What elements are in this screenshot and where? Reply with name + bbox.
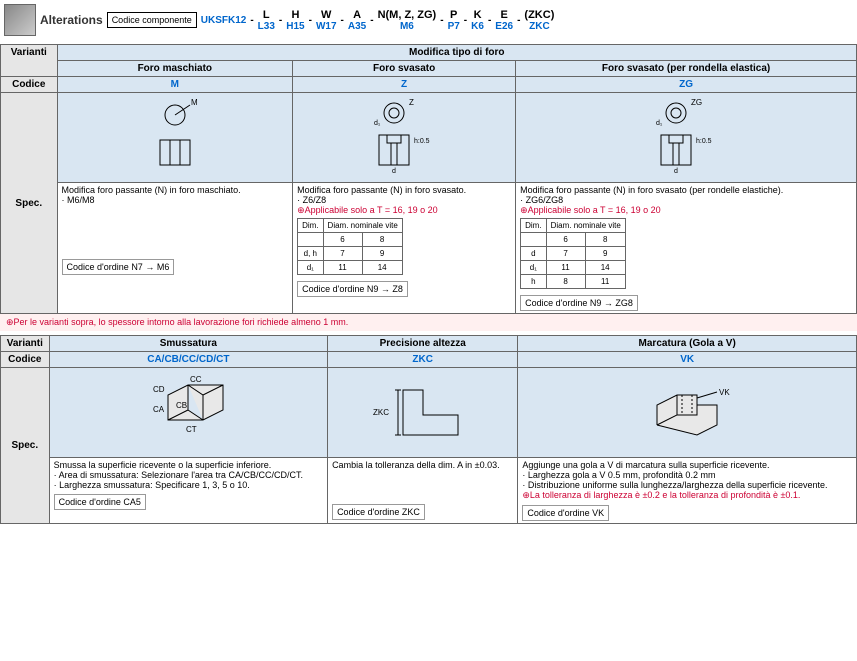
svg-text:CB: CB bbox=[176, 401, 187, 410]
svg-text:h:0.5: h:0.5 bbox=[414, 138, 430, 145]
spec-cell: Cambia la tolleranza della dim. A in ±0.… bbox=[328, 458, 518, 524]
col-header: Marcatura (Gola a V) bbox=[518, 336, 857, 352]
spec-line: · Distribuzione uniforme sulla lunghezza… bbox=[522, 480, 852, 490]
alterations-label: Alterations bbox=[40, 13, 103, 27]
order-code: Codice d'ordine N9 → Z8 bbox=[297, 281, 408, 297]
spec-cell: Modifica foro passante (N) in foro svasa… bbox=[293, 183, 516, 314]
code-cell: ZKC bbox=[328, 352, 518, 368]
code-cell: VK bbox=[518, 352, 857, 368]
order-code: Codice d'ordine N9 → ZG8 bbox=[520, 295, 638, 311]
spec-line: · Larghezza smussatura: Specificare 1, 3… bbox=[54, 480, 323, 490]
code-cell: Z bbox=[293, 77, 516, 93]
code-cell: M bbox=[57, 77, 293, 93]
spec-text: Modifica foro passante (N) in foro masch… bbox=[62, 185, 289, 195]
spec-detail: · M6/M8 bbox=[62, 195, 289, 205]
svg-text:d₁: d₁ bbox=[374, 120, 381, 127]
spec-header: Spec. bbox=[1, 93, 58, 314]
svg-text:d₁: d₁ bbox=[656, 120, 663, 127]
spec-cell: Aggiunge una gola a V di marcatura sulla… bbox=[518, 458, 857, 524]
param-group: HH15 bbox=[286, 9, 304, 32]
svg-text:VK: VK bbox=[719, 388, 730, 397]
order-code: Codice d'ordine ZKC bbox=[332, 504, 425, 520]
param-group: (ZKC)ZKC bbox=[524, 9, 554, 32]
svg-text:CT: CT bbox=[186, 425, 197, 434]
col-header: Foro maschiato bbox=[57, 61, 293, 77]
spec-text: Smussa la superficie ricevente o la supe… bbox=[54, 460, 323, 470]
diagram-zkc-icon: ZKC bbox=[363, 370, 483, 450]
svg-text:ZKC: ZKC bbox=[373, 408, 389, 417]
note-row: ⊕Per le varianti sopra, lo spessore into… bbox=[0, 314, 857, 331]
logo-icon bbox=[4, 4, 36, 36]
section2-table: Varianti Smussatura Precisione altezza M… bbox=[0, 335, 857, 524]
svg-text:CA: CA bbox=[153, 405, 165, 414]
diagram-cell: VK bbox=[518, 368, 857, 458]
col-header: Foro svasato (per rondella elastica) bbox=[516, 61, 857, 77]
col-header: Precisione altezza bbox=[328, 336, 518, 352]
spec-line: · Area di smussatura: Selezionare l'area… bbox=[54, 470, 323, 480]
diagram-zg-icon: ZG d₁ h:0.5 d bbox=[641, 95, 731, 175]
svg-text:Z: Z bbox=[409, 98, 414, 107]
diagram-z-icon: Zd₁ h:0.5 d bbox=[359, 95, 449, 175]
svg-text:d: d bbox=[392, 168, 396, 175]
col-header: Smussatura bbox=[49, 336, 327, 352]
param-group: EE26 bbox=[495, 9, 513, 32]
spec-cell: Modifica foro passante (N) in foro svasa… bbox=[516, 183, 857, 314]
col-header: Foro svasato bbox=[293, 61, 516, 77]
spec-detail: · ZG6/ZG8 bbox=[520, 195, 852, 205]
warn-text: ⊕La tolleranza di larghezza è ±0.2 e la … bbox=[522, 490, 852, 501]
code-cell: ZG bbox=[516, 77, 857, 93]
param-group: N(M, Z, ZG)M6 bbox=[378, 9, 437, 32]
svg-text:CC: CC bbox=[190, 375, 202, 384]
codice-header: Codice bbox=[1, 77, 58, 93]
code-component-box: Codice componente bbox=[107, 12, 197, 28]
diagram-cell: M bbox=[57, 93, 293, 183]
mini-table: Dim.Diam. nominale vite68d79d₁1114h811 bbox=[520, 218, 626, 289]
param-group: WW17 bbox=[316, 9, 337, 32]
param-group: LL33 bbox=[258, 9, 275, 32]
spec-header: Spec. bbox=[1, 368, 50, 524]
param-group: AA35 bbox=[348, 9, 366, 32]
order-code: Codice d'ordine VK bbox=[522, 505, 609, 521]
spec-text: Modifica foro passante (N) in foro svasa… bbox=[520, 185, 852, 195]
svg-text:CD: CD bbox=[153, 385, 165, 394]
alterations-bar: Alterations Codice componente UKSFK12-LL… bbox=[0, 0, 857, 40]
diagram-chamfer-icon: CD CC CA CB CT bbox=[128, 370, 248, 450]
codice-header: Codice bbox=[1, 352, 50, 368]
spec-text: Aggiunge una gola a V di marcatura sulla… bbox=[522, 460, 852, 470]
spec-line: · Larghezza gola a V 0.5 mm, profondità … bbox=[522, 470, 852, 480]
warn-text: ⊕Applicabile solo a T = 16, 19 o 20 bbox=[297, 205, 511, 216]
diagram-cell: CD CC CA CB CT bbox=[49, 368, 327, 458]
diagram-cell: Zd₁ h:0.5 d bbox=[293, 93, 516, 183]
mini-table: Dim.Diam. nominale vite68d, h79d₁1114 bbox=[297, 218, 403, 275]
spec-cell: Modifica foro passante (N) in foro masch… bbox=[57, 183, 293, 314]
varianti-header: Varianti bbox=[1, 45, 58, 77]
param-group: KK6 bbox=[471, 9, 484, 32]
param-group: UKSFK12 bbox=[201, 15, 247, 26]
param-group: PP7 bbox=[448, 9, 460, 32]
svg-text:h:0.5: h:0.5 bbox=[696, 138, 712, 145]
section1-title: Modifica tipo di foro bbox=[57, 45, 856, 61]
diagram-cell: ZG d₁ h:0.5 d bbox=[516, 93, 857, 183]
varianti-header: Varianti bbox=[1, 336, 50, 352]
svg-text:d: d bbox=[674, 168, 678, 175]
spec-detail: · Z6/Z8 bbox=[297, 195, 511, 205]
diagram-cell: ZKC bbox=[328, 368, 518, 458]
section1-table: Varianti Modifica tipo di foro Foro masc… bbox=[0, 44, 857, 314]
diagram-m-icon: M bbox=[135, 95, 215, 175]
code-cell: CA/CB/CC/CD/CT bbox=[49, 352, 327, 368]
order-code: Codice d'ordine N7 → M6 bbox=[62, 259, 175, 275]
diagram-vk-icon: VK bbox=[627, 370, 747, 450]
order-code: Codice d'ordine CA5 bbox=[54, 494, 146, 510]
svg-text:ZG: ZG bbox=[691, 98, 702, 107]
spec-text: Modifica foro passante (N) in foro svasa… bbox=[297, 185, 511, 195]
spec-text: Cambia la tolleranza della dim. A in ±0.… bbox=[332, 460, 513, 470]
params-row: UKSFK12-LL33-HH15-WW17-AA35-N(M, Z, ZG)M… bbox=[201, 9, 555, 32]
svg-text:M: M bbox=[191, 98, 198, 107]
warn-text: ⊕Applicabile solo a T = 16, 19 o 20 bbox=[520, 205, 852, 216]
spec-cell: Smussa la superficie ricevente o la supe… bbox=[49, 458, 327, 524]
